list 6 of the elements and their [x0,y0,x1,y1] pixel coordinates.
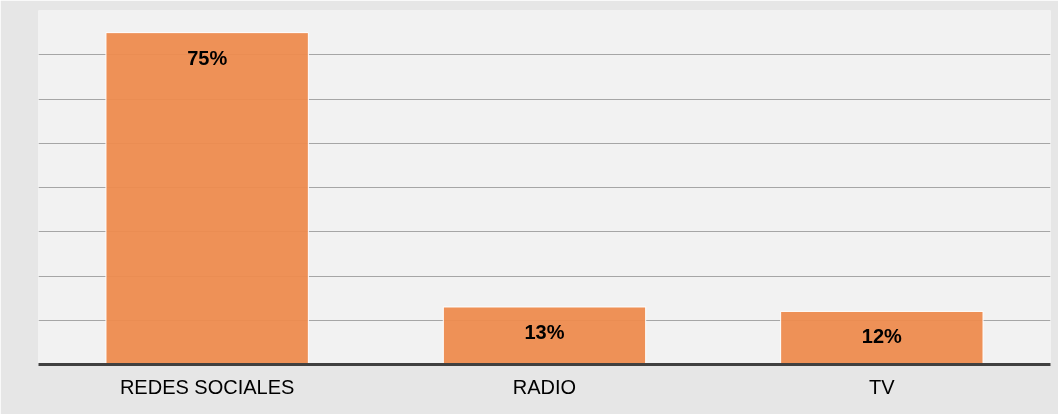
data-label: 75% [187,46,228,69]
data-label: 13% [524,320,565,343]
x-tick-label: TV [869,375,896,398]
x-tick-label: RADIO [512,375,577,398]
x-tick-label: REDES SOCIALES [119,375,295,398]
data-label: 12% [861,325,903,348]
